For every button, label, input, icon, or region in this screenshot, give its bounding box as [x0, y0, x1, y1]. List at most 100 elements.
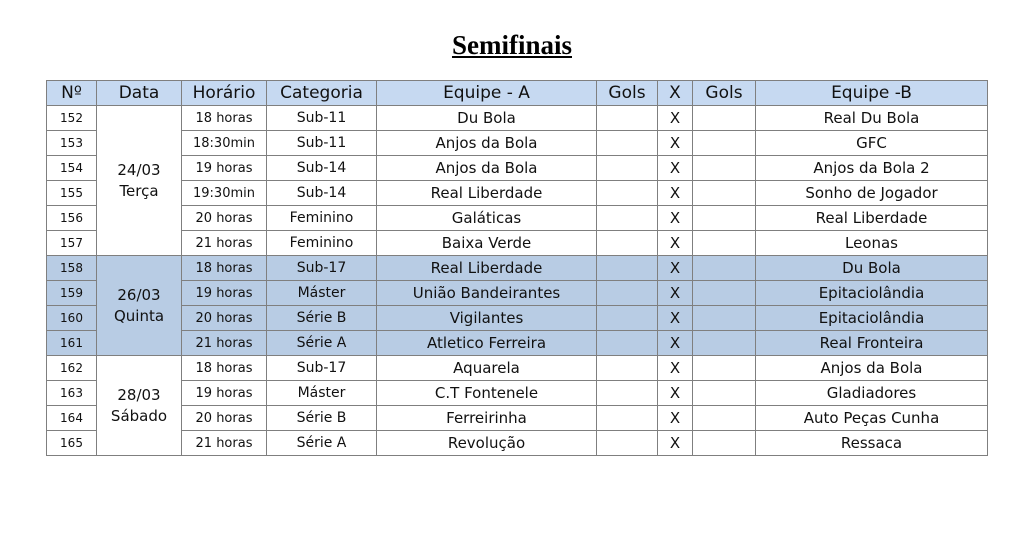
team-a: Anjos da Bola	[376, 155, 597, 181]
versus-x: X	[657, 330, 693, 356]
category: Série A	[266, 430, 377, 456]
game-time: 19 horas	[181, 280, 267, 306]
team-b: Anjos da Bola 2	[755, 155, 988, 181]
category: Série B	[266, 405, 377, 431]
table-row: 152 24/03 Terça 18 horas Sub-11 Du Bola X Real …	[46, 105, 988, 256]
goals-a	[596, 205, 658, 231]
weekday: Terça	[119, 181, 159, 200]
category: Sub-11	[266, 105, 377, 131]
goals-b	[692, 330, 756, 356]
header-date: Data	[96, 80, 182, 106]
table-row: 158 26/03 Quinta 18 horas Sub-17 Real Liberda…	[46, 255, 988, 356]
game-number: 161	[46, 330, 97, 356]
goals-b	[692, 155, 756, 181]
table-row: 157 21 horas Feminino Baixa Verde X Leonas	[46, 230, 988, 256]
category: Série B	[266, 305, 377, 331]
goals-a	[596, 380, 658, 406]
header-goals-b: Gols	[692, 80, 756, 106]
table-row: 156 20 horas Feminino Galáticas X Real Liberd…	[46, 205, 988, 231]
game-time: 19 horas	[181, 380, 267, 406]
team-b: Real Liberdade	[755, 205, 988, 231]
team-a: União Bandeirantes	[376, 280, 597, 306]
game-number: 153	[46, 130, 97, 156]
goals-a	[596, 130, 658, 156]
game-number: 164	[46, 405, 97, 431]
header-team-b: Equipe -B	[755, 80, 988, 106]
goals-b	[692, 205, 756, 231]
team-b: Leonas	[755, 230, 988, 256]
goals-a	[596, 305, 658, 331]
game-number: 160	[46, 305, 97, 331]
goals-b	[692, 430, 756, 456]
goals-b	[692, 255, 756, 281]
goals-b	[692, 230, 756, 256]
category: Sub-17	[266, 355, 377, 381]
table-row: 160 20 horas Série B Vigilantes X Epitaciolân…	[46, 305, 988, 331]
schedule-body: 152 24/03 Terça 18 horas Sub-11 Du Bola X Real …	[46, 105, 988, 456]
goals-b	[692, 405, 756, 431]
game-time: 21 horas	[181, 430, 267, 456]
game-number: 157	[46, 230, 97, 256]
versus-x: X	[657, 430, 693, 456]
versus-x: X	[657, 155, 693, 181]
date-cell: 28/03 Sábado	[96, 355, 182, 456]
category: Série A	[266, 330, 377, 356]
versus-x: X	[657, 255, 693, 281]
versus-x: X	[657, 230, 693, 256]
versus-x: X	[657, 305, 693, 331]
game-number: 156	[46, 205, 97, 231]
goals-b	[692, 305, 756, 331]
game-time: 18 horas	[181, 355, 267, 381]
game-time: 18:30min	[181, 130, 267, 156]
table-row: 153 18:30min Sub-11 Anjos da Bola X GFC	[46, 130, 988, 156]
team-b: Epitaciolândia	[755, 280, 988, 306]
game-time: 20 horas	[181, 305, 267, 331]
game-number: 159	[46, 280, 97, 306]
team-b: Real Du Bola	[755, 105, 988, 131]
header-category: Categoria	[266, 80, 377, 106]
game-number: 152	[46, 105, 97, 131]
team-a: Du Bola	[376, 105, 597, 131]
category: Sub-14	[266, 155, 377, 181]
team-a: Atletico Ferreira	[376, 330, 597, 356]
goals-b	[692, 380, 756, 406]
table-row: 163 19 horas Máster C.T Fontenele X Gladiador…	[46, 380, 988, 406]
game-time: 21 horas	[181, 230, 267, 256]
weekday: Quinta	[113, 306, 165, 325]
team-a: Baixa Verde	[376, 230, 597, 256]
team-b: Gladiadores	[755, 380, 988, 406]
versus-x: X	[657, 405, 693, 431]
date: 28/03	[117, 385, 161, 404]
table-row: 162 28/03 Sábado 18 horas Sub-17 Aquarela X Anj…	[46, 355, 988, 456]
category: Feminino	[266, 205, 377, 231]
table-row: 164 20 horas Série B Ferreirinha X Auto Peças…	[46, 405, 988, 431]
team-b: Real Fronteira	[755, 330, 988, 356]
game-number: 165	[46, 430, 97, 456]
team-a: Galáticas	[376, 205, 597, 231]
game-time: 20 horas	[181, 405, 267, 431]
versus-x: X	[657, 205, 693, 231]
goals-a	[596, 330, 658, 356]
game-time: 19 horas	[181, 155, 267, 181]
team-a: Real Liberdade	[376, 180, 597, 206]
date: 26/03	[117, 285, 161, 304]
team-a: Ferreirinha	[376, 405, 597, 431]
game-time: 21 horas	[181, 330, 267, 356]
date: 24/03	[117, 160, 161, 179]
category: Sub-14	[266, 180, 377, 206]
goals-a	[596, 180, 658, 206]
table-row: 155 19:30min Sub-14 Real Liberdade X Sonho de…	[46, 180, 988, 206]
table-row: 165 21 horas Série A Revolução X Ressaca	[46, 430, 988, 456]
goals-b	[692, 180, 756, 206]
goals-b	[692, 105, 756, 131]
game-time: 18 horas	[181, 105, 267, 131]
versus-x: X	[657, 355, 693, 381]
header-row: Nº Data Horário Categoria Equipe - A Gol…	[46, 80, 988, 106]
team-a: Real Liberdade	[376, 255, 597, 281]
goals-a	[596, 355, 658, 381]
versus-x: X	[657, 105, 693, 131]
versus-x: X	[657, 130, 693, 156]
category: Sub-11	[266, 130, 377, 156]
header-x: X	[657, 80, 693, 106]
weekday: Sábado	[110, 406, 168, 425]
